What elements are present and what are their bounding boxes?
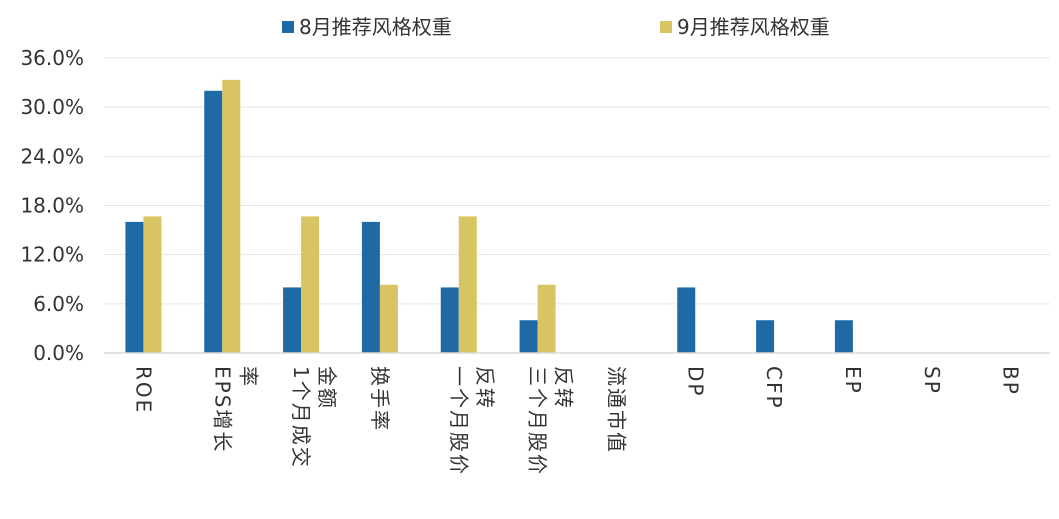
y-tick-label: 6.0%: [33, 292, 84, 316]
x-tick-label-5: 三个月股价 反转: [526, 366, 576, 476]
category-label: 1个月成交 金额: [289, 366, 339, 469]
bar-series-2-4: [458, 216, 477, 353]
gridlines: [104, 57, 1050, 305]
x-tick-label-6: 流通市值: [604, 366, 628, 454]
category-label: 一个月股价 反转: [447, 366, 497, 476]
bar-series-1-4: [440, 287, 459, 353]
category-label: ROE: [131, 366, 155, 414]
bar-series-2-3: [379, 284, 398, 353]
bar-series-2-2: [301, 216, 320, 353]
x-tick-label-0: ROE: [131, 366, 155, 414]
bar-series-2-5: [537, 284, 556, 353]
legend-label: 8月推荐风格权重: [299, 15, 452, 39]
x-tick-label-4: 一个月股价 反转: [447, 366, 497, 476]
y-tick-label: 0.0%: [33, 341, 84, 365]
bar-series-1-8: [756, 320, 775, 353]
legend-item-1: 8月推荐风格权重: [282, 15, 452, 39]
category-label: CFP: [762, 366, 786, 410]
bars: [125, 79, 853, 354]
bar-series-1-0: [125, 221, 144, 353]
bar-series-1-9: [834, 320, 853, 353]
x-tick-label-10: SP: [920, 366, 944, 395]
legend: 8月推荐风格权重 9月推荐风格权重: [282, 15, 830, 39]
category-label: SP: [920, 366, 944, 395]
x-tick-label-1: EPS增长率: [210, 366, 260, 453]
x-axis-categories: ROE EPS增长率 1个月成交 金额 换手率 一个月股价 反转 三个月股价 反转 流通市值 DP C…: [131, 366, 1022, 476]
category-label: 流通市值: [604, 366, 628, 454]
bar-series-1-1: [204, 90, 223, 354]
bar-series-2-1: [222, 79, 241, 354]
x-tick-label-8: CFP: [762, 366, 786, 410]
y-tick-label: 18.0%: [20, 194, 84, 218]
category-label: 三个月股价 反转: [526, 366, 576, 476]
legend-label: 9月推荐风格权重: [677, 15, 830, 39]
x-tick-label-11: BP: [999, 366, 1023, 396]
y-tick-label: 30.0%: [20, 95, 84, 119]
bar-series-1-5: [519, 320, 538, 353]
category-label: EP: [841, 366, 865, 395]
bar-series-1-3: [361, 221, 380, 353]
y-axis-ticks: 0.0% 6.0% 12.0% 18.0% 24.0% 30.0% 36.0%: [20, 46, 84, 365]
y-tick-label: 24.0%: [20, 144, 84, 168]
x-tick-label-7: DP: [683, 366, 707, 397]
bar-series-1-2: [283, 287, 302, 353]
x-tick-label-3: 换手率: [368, 366, 392, 432]
category-label: DP: [683, 366, 707, 397]
x-tick-label-9: EP: [841, 366, 865, 395]
bar-series-2-0: [143, 216, 162, 353]
y-tick-label: 36.0%: [20, 46, 84, 70]
legend-swatch: [660, 21, 672, 33]
category-label: BP: [999, 366, 1023, 396]
category-label: 换手率: [368, 366, 392, 432]
bar-series-1-7: [677, 287, 696, 353]
x-tick-label-2: 1个月成交 金额: [289, 366, 339, 469]
y-tick-label: 12.0%: [20, 243, 84, 267]
legend-swatch: [282, 21, 294, 33]
category-label: EPS增长率: [210, 366, 260, 453]
legend-item-2: 9月推荐风格权重: [660, 15, 830, 39]
